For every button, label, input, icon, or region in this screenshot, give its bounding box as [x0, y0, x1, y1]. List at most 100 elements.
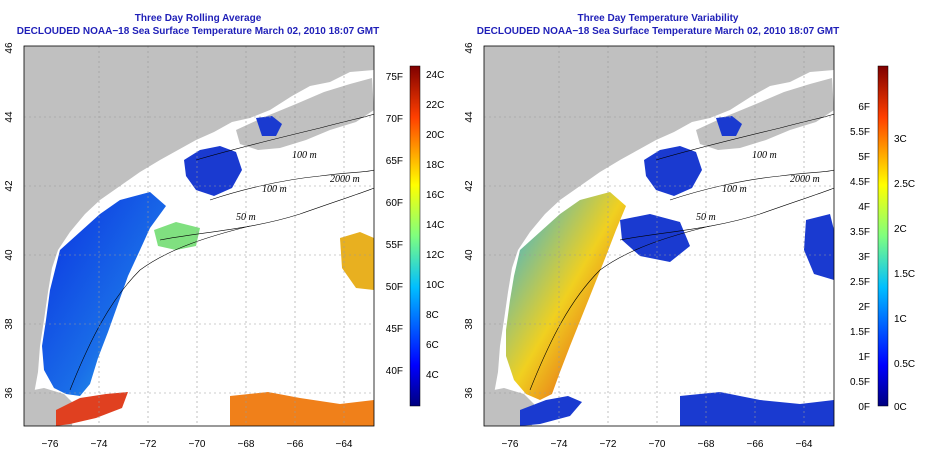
- colorbar-label-c: 0C: [894, 402, 907, 413]
- lat-tick: 46: [464, 42, 475, 54]
- lat-tick: 44: [4, 111, 15, 123]
- panel-subtitle: DECLOUDED NOAA−18 Sea Surface Temperatur…: [17, 26, 379, 37]
- colorbar-temperature: 75F 70F 65F 60F 55F 50F 45F 40F 24C 22C …: [386, 65, 444, 407]
- colorbar-label-f: 60F: [386, 198, 403, 209]
- lon-tick: −74: [91, 439, 108, 450]
- colorbar-label-f: 4F: [858, 202, 870, 213]
- lat-tick: 44: [464, 111, 475, 123]
- colorbar-label-f: 5F: [858, 152, 870, 163]
- sst-east-warm: [340, 232, 374, 290]
- colorbar-label-c: 6C: [426, 340, 439, 351]
- longitude-axis: −76 −74 −72 −70 −68 −66 −64: [502, 439, 813, 450]
- sst-shelf-green: [154, 222, 200, 250]
- lat-tick: 40: [4, 249, 15, 261]
- bathymetry-contours: [69, 113, 374, 391]
- longitude-axis: −76 −74 −72 −70 −68 −66 −64: [42, 439, 353, 450]
- contour-label: 100 m: [752, 150, 777, 161]
- panel-title: Three Day Temperature Variability: [578, 13, 739, 24]
- panel-title: Three Day Rolling Average: [135, 13, 262, 24]
- colorbar-label-c: 1.5C: [894, 269, 915, 280]
- colorbar-label-c: 16C: [426, 190, 444, 201]
- colorbar-label-c: 4C: [426, 370, 439, 381]
- lon-tick: −66: [747, 439, 764, 450]
- colorbar-label-c: 10C: [426, 280, 444, 291]
- sst-nova-patch: [256, 116, 282, 136]
- colorbar-label-f: 4.5F: [850, 177, 870, 188]
- colorbar-label-f: 40F: [386, 366, 403, 377]
- graticule: [484, 46, 834, 426]
- colorbar-label-f: 2.5F: [850, 277, 870, 288]
- panel-temperature-variability: Three Day Temperature Variability DECLOU…: [464, 13, 915, 450]
- lon-tick: −72: [600, 439, 617, 450]
- variability-shelf-band: [506, 192, 626, 400]
- lon-tick: −68: [698, 439, 715, 450]
- colorbar-label-c: 18C: [426, 160, 444, 171]
- variability-east-blue: [804, 214, 834, 280]
- colorbar-gradient: [877, 65, 889, 407]
- variability-south-blue: [520, 396, 582, 426]
- lat-tick: 38: [4, 318, 15, 330]
- variability-gulf-patches: [644, 146, 702, 196]
- colorbar-label-f: 0.5F: [850, 377, 870, 388]
- colorbar-variability: 6F 5.5F 5F 4.5F 4F 3.5F 3F 2.5F 2F 1.5F …: [850, 65, 915, 413]
- lat-tick: 36: [4, 387, 15, 399]
- panel-rolling-average: Three Day Rolling Average DECLOUDED NOAA…: [4, 13, 444, 450]
- lon-tick: −66: [287, 439, 304, 450]
- sst-gulf-maine-patches: [184, 146, 242, 196]
- contour-label: 100 m: [262, 184, 287, 195]
- colorbar-gradient: [409, 65, 421, 407]
- land-mass: [24, 46, 374, 400]
- lon-tick: −76: [502, 439, 519, 450]
- colorbar-label-f: 5.5F: [850, 127, 870, 138]
- colorbar-label-c: 22C: [426, 100, 444, 111]
- contour-label: 50 m: [696, 212, 716, 223]
- colorbar-label-f: 75F: [386, 72, 403, 83]
- latitude-axis: 46 44 42 40 38 36: [464, 42, 475, 399]
- colorbar-label-c: 1C: [894, 314, 907, 325]
- graticule: [24, 46, 374, 426]
- colorbar-label-f: 0F: [858, 402, 870, 413]
- colorbar-label-c: 8C: [426, 310, 439, 321]
- contour-label: 2000 m: [330, 174, 360, 185]
- colorbar-label-c: 3C: [894, 134, 907, 145]
- colorbar-label-f: 2F: [858, 302, 870, 313]
- variability-nova-patch: [716, 116, 742, 136]
- lat-tick: 42: [4, 180, 15, 192]
- colorbar-label-c: 12C: [426, 250, 444, 261]
- map-area: 100 m 100 m 2000 m 50 m: [24, 46, 374, 426]
- contour-label: 100 m: [292, 150, 317, 161]
- lat-tick: 42: [464, 180, 475, 192]
- lat-tick: 38: [464, 318, 475, 330]
- sst-coastal-cold-band: [42, 192, 166, 396]
- sst-warm-southern: [56, 392, 128, 426]
- panel-subtitle: DECLOUDED NOAA−18 Sea Surface Temperatur…: [477, 26, 839, 37]
- colorbar-label-c: 2C: [894, 224, 907, 235]
- lon-tick: −64: [796, 439, 813, 450]
- lon-tick: −76: [42, 439, 59, 450]
- colorbar-label-c: 14C: [426, 220, 444, 231]
- colorbar-label-f: 6F: [858, 102, 870, 113]
- lon-tick: −74: [551, 439, 568, 450]
- lon-tick: −70: [189, 439, 206, 450]
- contour-label: 100 m: [722, 184, 747, 195]
- lon-tick: −64: [336, 439, 353, 450]
- map-frame: [483, 45, 835, 427]
- lat-tick: 46: [4, 42, 15, 54]
- colorbar-label-c: 24C: [426, 70, 444, 81]
- colorbar-label-f: 50F: [386, 282, 403, 293]
- colorbar-label-c: 2.5C: [894, 179, 915, 190]
- lat-tick: 40: [464, 249, 475, 261]
- variability-offshore-blue: [680, 392, 834, 426]
- map-area: 100 m 100 m 2000 m 50 m: [484, 46, 834, 426]
- lat-tick: 36: [464, 387, 475, 399]
- bathymetry-contours: [529, 113, 834, 391]
- colorbar-label-f: 45F: [386, 324, 403, 335]
- contour-label: 50 m: [236, 212, 256, 223]
- land-mass: [484, 46, 834, 400]
- colorbar-label-f: 3.5F: [850, 227, 870, 238]
- colorbar-label-f: 65F: [386, 156, 403, 167]
- colorbar-label-f: 3F: [858, 252, 870, 263]
- contour-label: 2000 m: [790, 174, 820, 185]
- lon-tick: −72: [140, 439, 157, 450]
